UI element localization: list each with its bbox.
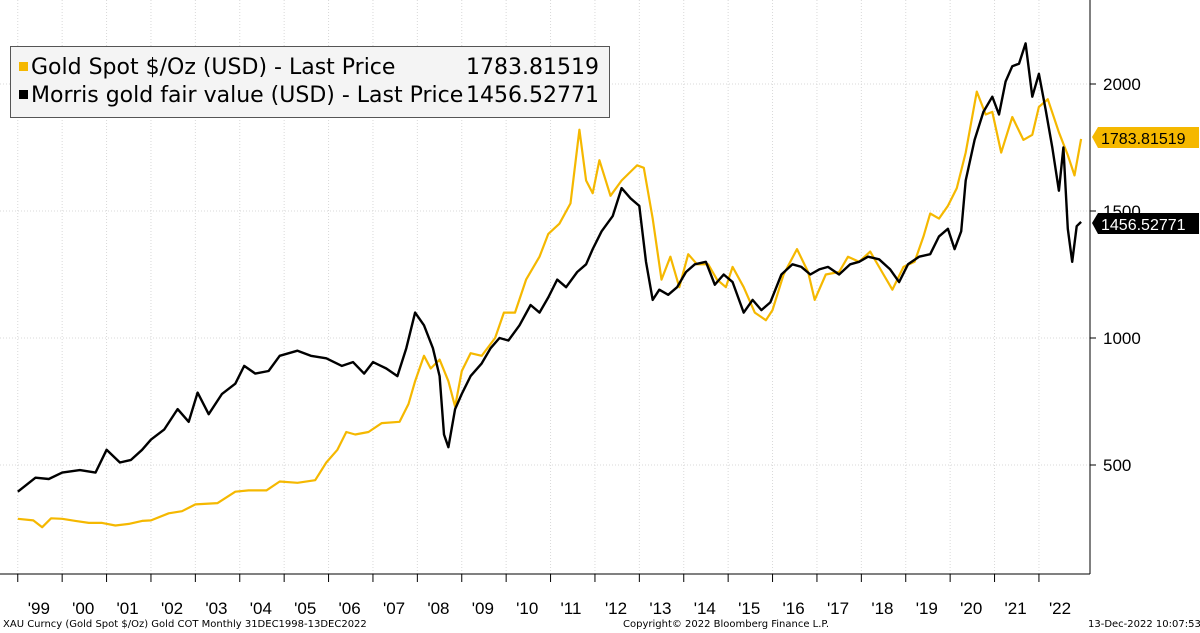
legend-item-fair-value: Morris gold fair value (USD) - Last Pric… <box>19 81 463 111</box>
x-axis-ticks: '99 '00 '01 '02 '03 '04 '05 '06 '07 '08 '09 '10 '11 '… <box>17 574 1071 618</box>
x-tick-label: '08 <box>427 599 449 618</box>
x-tick-label: '19 <box>916 599 938 618</box>
legend-item-gold-spot: Gold Spot $/Oz (USD) - Last Price <box>19 53 395 83</box>
x-tick-label: '06 <box>339 599 361 618</box>
x-tick-label: '01 <box>117 599 139 618</box>
x-tick-label: '15 <box>738 599 760 618</box>
x-tick-label: '09 <box>472 599 494 618</box>
x-tick-label: '00 <box>72 599 94 618</box>
y-tick-label: 1000 <box>1103 329 1141 348</box>
x-tick-label: '05 <box>294 599 316 618</box>
x-tick-label: '10 <box>516 599 538 618</box>
footer-timestamp: 13-Dec-2022 10:07:53 <box>1088 619 1200 630</box>
legend-fair-value: 1456.52771 <box>466 83 599 108</box>
x-tick-label: '17 <box>827 599 849 618</box>
x-tick-label: '04 <box>250 599 272 618</box>
fair-value-last-price-tag: 1456.52771 <box>1092 213 1199 234</box>
legend-fair-label: Morris gold fair value (USD) - Last Pric… <box>31 83 464 108</box>
x-tick-label: '22 <box>1049 599 1071 618</box>
gold-swatch-icon <box>19 61 28 71</box>
x-tick-label: '21 <box>1005 599 1027 618</box>
axes <box>0 0 1091 575</box>
x-tick-label: '20 <box>960 599 982 618</box>
fair-value-last-price-tag-text: 1456.52771 <box>1101 217 1186 234</box>
footer-source: XAU Curncy (Gold Spot $/Oz) Gold COT Mon… <box>3 619 367 630</box>
fair-value-series-line <box>17 42 1082 493</box>
y-tick-label: 500 <box>1103 456 1131 475</box>
x-tick-label: '16 <box>783 599 805 618</box>
x-tick-label: '99 <box>28 599 50 618</box>
y-tick-label: 2000 <box>1103 75 1141 94</box>
legend-gold-value: 1783.81519 <box>466 55 599 80</box>
legend: Gold Spot $/Oz (USD) - Last Price 1783.8… <box>10 46 610 118</box>
x-tick-label: '12 <box>605 599 627 618</box>
gold-last-price-tag-text: 1783.81519 <box>1101 131 1186 148</box>
series-group <box>17 42 1083 529</box>
x-tick-label: '13 <box>649 599 671 618</box>
x-tick-label: '11 <box>561 599 582 618</box>
gold-spot-series-line <box>17 90 1083 529</box>
x-tick-label: '02 <box>161 599 183 618</box>
x-tick-label: '18 <box>871 599 893 618</box>
black-swatch-icon <box>19 89 28 99</box>
footer-copyright: Copyright© 2022 Bloomberg Finance L.P. <box>623 619 830 630</box>
legend-gold-label: Gold Spot $/Oz (USD) - Last Price <box>31 55 396 80</box>
gold-last-price-tag: 1783.81519 <box>1092 127 1199 148</box>
x-tick-label: '07 <box>383 599 405 618</box>
x-tick-label: '03 <box>205 599 227 618</box>
x-tick-label: '14 <box>694 599 716 618</box>
